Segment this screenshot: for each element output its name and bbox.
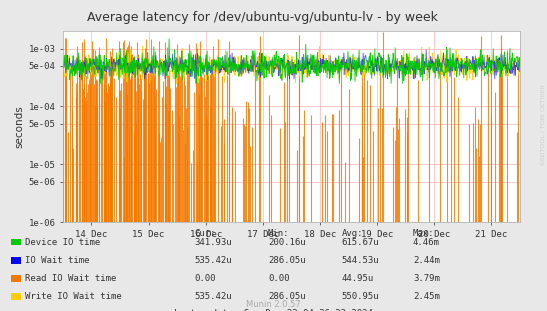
Text: 200.16u: 200.16u bbox=[268, 238, 306, 247]
Text: 0.00: 0.00 bbox=[268, 274, 289, 283]
Text: Max:: Max: bbox=[413, 229, 434, 238]
Text: Cur:: Cur: bbox=[194, 229, 216, 238]
Text: Read IO Wait time: Read IO Wait time bbox=[25, 274, 116, 283]
Text: Avg:: Avg: bbox=[342, 229, 363, 238]
Text: Munin 2.0.57: Munin 2.0.57 bbox=[246, 299, 301, 309]
Text: 341.93u: 341.93u bbox=[194, 238, 232, 247]
Y-axis label: seconds: seconds bbox=[14, 105, 24, 148]
Text: 535.42u: 535.42u bbox=[194, 256, 232, 265]
Text: Min:: Min: bbox=[268, 229, 289, 238]
Text: 286.05u: 286.05u bbox=[268, 292, 306, 301]
Text: 535.42u: 535.42u bbox=[194, 292, 232, 301]
Text: 2.45m: 2.45m bbox=[413, 292, 440, 301]
Text: 4.46m: 4.46m bbox=[413, 238, 440, 247]
Text: 615.67u: 615.67u bbox=[342, 238, 380, 247]
Text: 544.53u: 544.53u bbox=[342, 256, 380, 265]
Text: IO Wait time: IO Wait time bbox=[25, 256, 89, 265]
Text: Average latency for /dev/ubuntu-vg/ubuntu-lv - by week: Average latency for /dev/ubuntu-vg/ubunt… bbox=[87, 11, 438, 24]
Text: Device IO time: Device IO time bbox=[25, 238, 100, 247]
Text: 0.00: 0.00 bbox=[194, 274, 216, 283]
Text: 3.79m: 3.79m bbox=[413, 274, 440, 283]
Text: RRDTOOL / TOBI OETIKER: RRDTOOL / TOBI OETIKER bbox=[541, 84, 546, 165]
Text: 286.05u: 286.05u bbox=[268, 256, 306, 265]
Text: 2.44m: 2.44m bbox=[413, 256, 440, 265]
Text: Write IO Wait time: Write IO Wait time bbox=[25, 292, 121, 301]
Text: 550.95u: 550.95u bbox=[342, 292, 380, 301]
Text: Last update: Sun Dec 22 04:36:22 2024: Last update: Sun Dec 22 04:36:22 2024 bbox=[174, 309, 373, 311]
Text: 44.95u: 44.95u bbox=[342, 274, 374, 283]
